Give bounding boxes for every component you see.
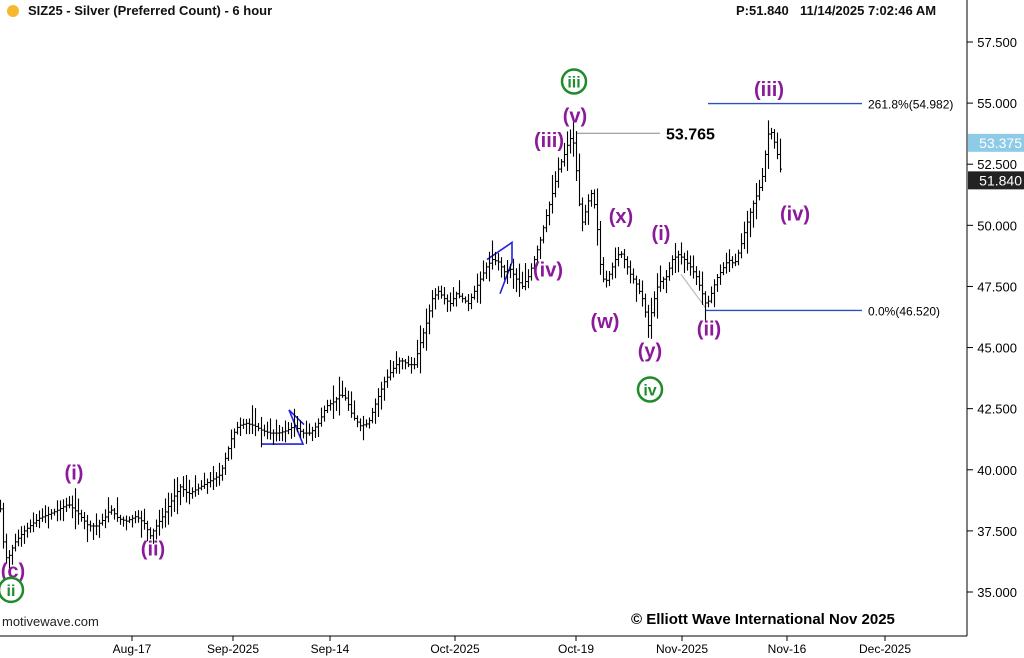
time-tick-label: Aug-17	[113, 642, 152, 656]
price-boxes: 53.375 51.840	[968, 133, 1024, 190]
time-tick-label: Oct-2025	[430, 642, 480, 656]
fib-level-label: 0.0%(46.520)	[868, 304, 940, 318]
price-axis: 35.000 37.500 40.000 42.500 45.000 47.500 50.0…	[967, 35, 1017, 600]
wave-label: (i)	[652, 223, 671, 245]
wave-labels: (iii)(v)iii(iv)(w)(x)(y)iv(i)(ii)(iii)(i…	[0, 68, 810, 604]
price-tick-label: 37.500	[977, 524, 1017, 539]
wave-circle	[0, 576, 25, 604]
wave-label: (iv)	[780, 203, 810, 225]
symbol-status-dot	[7, 5, 19, 17]
price-tick-label: 45.000	[977, 341, 1017, 356]
time-tick-label: Oct-19	[558, 642, 594, 656]
price-tick-label: 52.500	[977, 157, 1017, 172]
wave-label: (y)	[638, 340, 662, 362]
wave-label: (ii)	[697, 318, 721, 340]
price-tick-label: 57.500	[977, 35, 1017, 50]
chart-title: SIZ25 - Silver (Preferred Count) - 6 hou…	[28, 3, 273, 18]
last-price-readout: P:51.840	[736, 3, 789, 18]
channel-pattern	[486, 240, 513, 295]
wave-label: (c)	[1, 560, 25, 582]
time-axis: Aug-17 Sep-2025 Sep-14 Oct-2025 Oct-19 Nov-20…	[113, 636, 911, 656]
price-tick-label: 42.500	[977, 402, 1017, 417]
wave-label: (iii)	[754, 79, 784, 101]
wave-label: (v)	[563, 106, 587, 128]
triangle-pattern	[262, 409, 305, 445]
price-tick-label: 55.000	[977, 96, 1017, 111]
wave-circle	[636, 376, 664, 403]
ask-price-label: 53.375	[979, 135, 1022, 151]
wave-label: iv	[643, 382, 656, 399]
fib-level-label: 261.8%(54.982)	[868, 98, 953, 112]
wave-label: (iii)	[534, 130, 564, 152]
price-tick-label: 35.000	[977, 585, 1017, 600]
high-level-label: 53.765	[666, 126, 715, 143]
ask-price-box	[968, 133, 1024, 152]
annotation-layer: 53.765 261.8%(54.982) 0.0%(46.520)	[262, 98, 953, 445]
time-tick-label: Sep-14	[311, 642, 350, 656]
time-tick-label: Nov-2025	[656, 642, 708, 656]
price-tick-label: 47.500	[977, 279, 1017, 294]
last-price-box	[968, 171, 1024, 190]
wave-label: (i)	[65, 463, 84, 485]
time-tick-label: Nov-16	[768, 642, 807, 656]
wave-circle	[560, 68, 588, 95]
wave-label: (x)	[609, 206, 633, 228]
wave-label: (ii)	[141, 538, 165, 560]
wave-label: (w)	[591, 311, 620, 333]
watermark-text: motivewave.com	[2, 614, 99, 629]
wave-label: ii	[7, 583, 16, 600]
price-tick-label: 40.000	[977, 463, 1017, 478]
last-price-label: 51.840	[979, 172, 1022, 188]
time-tick-label: Sep-2025	[207, 642, 259, 656]
wave-label: (iv)	[533, 260, 563, 282]
wave-label: iii	[567, 74, 580, 91]
ohlc-bars	[0, 120, 782, 569]
price-tick-label: 50.000	[977, 218, 1017, 233]
time-tick-label: Dec-2025	[859, 642, 911, 656]
timestamp-readout: 11/14/2025 7:02:46 AM	[800, 3, 937, 18]
copyright-text: © Elliott Wave International Nov 2025	[631, 611, 895, 628]
wave-connector-line	[680, 273, 707, 309]
